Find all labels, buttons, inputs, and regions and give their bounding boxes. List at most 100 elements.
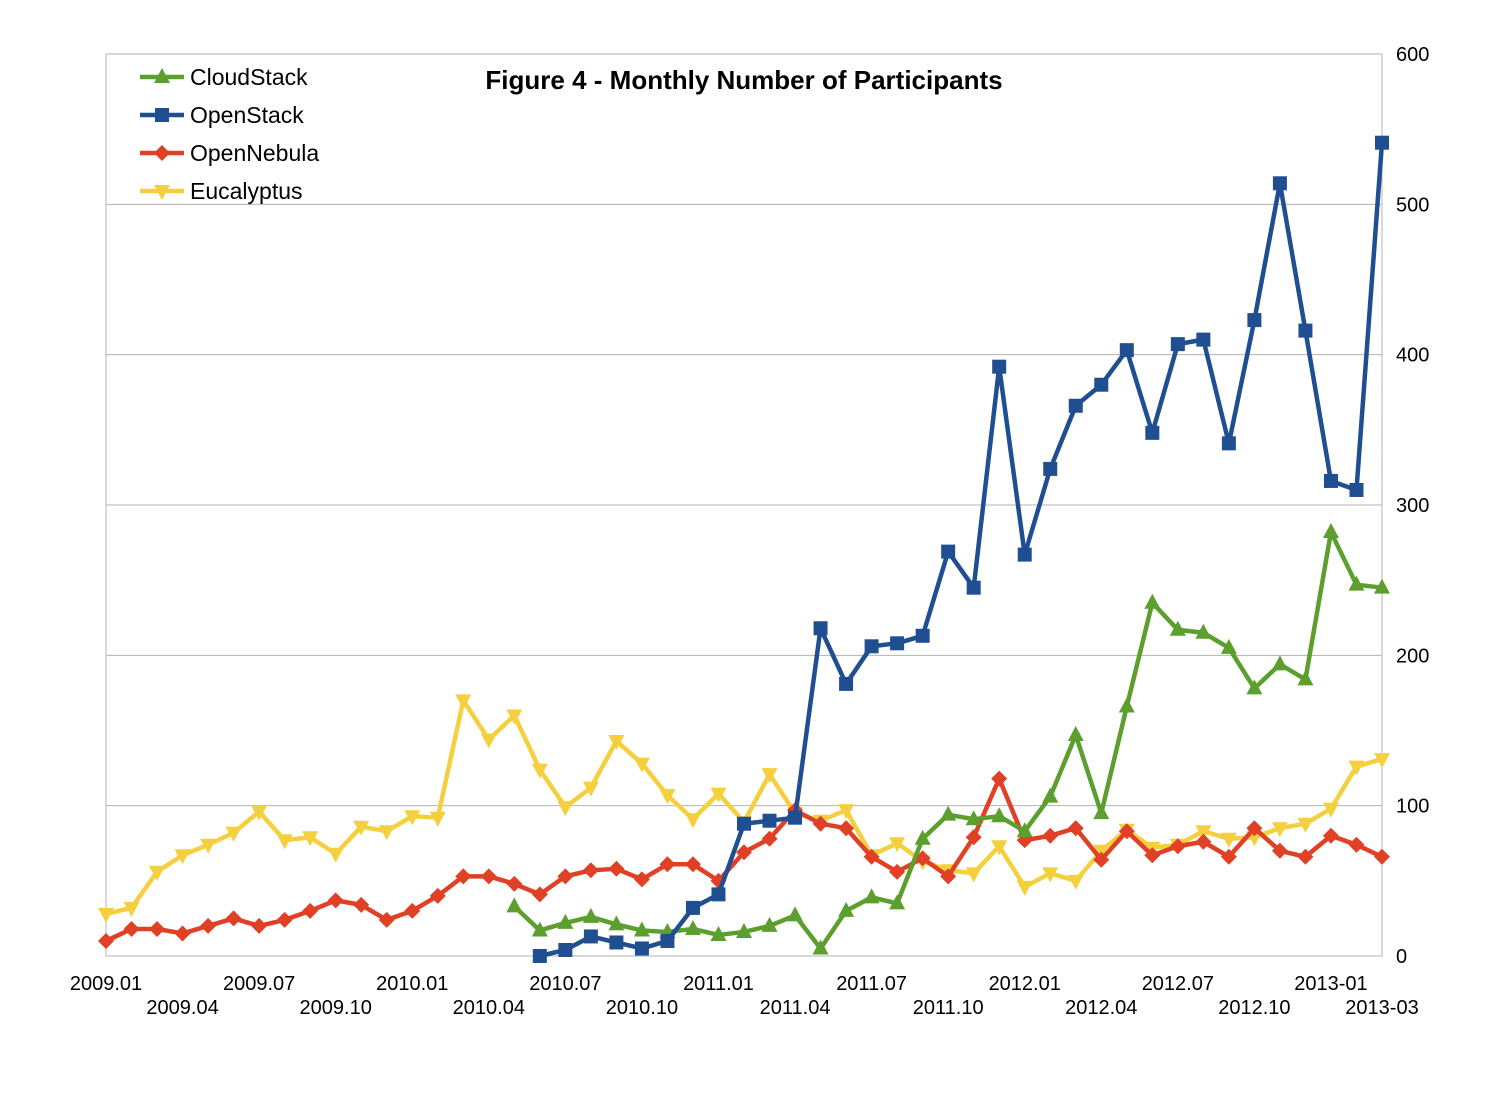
data-point-eucalyptus — [965, 867, 982, 883]
legend-label-eucalyptus: Eucalyptus — [190, 178, 303, 204]
y-tick-label: 400 — [1396, 345, 1429, 367]
x-tick-label: 2012.10 — [1218, 997, 1290, 1019]
data-point-openstack — [1247, 313, 1262, 328]
data-point-opennebula — [276, 911, 293, 928]
data-point-opennebula — [1195, 833, 1212, 850]
data-point-opennebula — [455, 868, 472, 885]
data-point-eucalyptus — [1067, 874, 1084, 890]
x-tick-label: 2010.01 — [376, 973, 448, 995]
data-point-eucalyptus — [327, 847, 344, 863]
data-point-openstack — [1170, 337, 1185, 352]
data-point-cloudstack — [633, 921, 650, 937]
data-point-openstack — [890, 636, 905, 651]
x-tick-label: 2013-03 — [1345, 997, 1418, 1019]
y-tick-label: 600 — [1396, 44, 1429, 66]
data-point-openstack — [1272, 176, 1287, 191]
data-point-eucalyptus — [1322, 802, 1339, 818]
data-point-eucalyptus — [761, 768, 778, 784]
data-point-openstack — [839, 676, 854, 691]
y-tick-label: 0 — [1396, 946, 1407, 968]
data-point-cloudstack — [965, 810, 982, 826]
data-point-opennebula — [531, 886, 548, 903]
data-point-cloudstack — [889, 894, 906, 910]
x-tick-label: 2010.10 — [606, 997, 678, 1019]
data-point-eucalyptus — [404, 810, 421, 826]
data-point-cloudstack — [506, 897, 523, 913]
data-point-opennebula — [608, 860, 625, 877]
data-point-openstack — [532, 949, 547, 963]
data-point-opennebula — [429, 887, 446, 904]
data-point-cloudstack — [608, 915, 625, 931]
data-point-opennebula — [940, 868, 957, 885]
data-point-cloudstack — [736, 922, 752, 938]
data-point-eucalyptus — [174, 849, 191, 865]
data-point-opennebula — [1271, 842, 1288, 859]
data-point-eucalyptus — [225, 826, 242, 842]
data-point-cloudstack — [940, 805, 957, 821]
data-point-openstack — [1196, 332, 1211, 347]
data-point-eucalyptus — [98, 907, 114, 923]
x-tick-label: 2012.07 — [1142, 973, 1214, 995]
data-point-openstack — [1298, 323, 1313, 338]
y-tick-label: 300 — [1396, 495, 1429, 517]
data-point-opennebula — [582, 862, 599, 879]
x-tick-label: 2009.04 — [146, 997, 218, 1019]
data-point-cloudstack — [710, 925, 727, 941]
legend-item-opennebula: OpenNebula — [140, 140, 319, 166]
data-point-cloudstack — [684, 919, 701, 935]
data-point-cloudstack — [1195, 623, 1212, 639]
data-point-eucalyptus — [455, 694, 472, 710]
data-point-openstack — [660, 933, 675, 948]
data-point-opennebula — [149, 920, 166, 937]
data-point-openstack — [992, 359, 1007, 374]
legend-label-openstack: OpenStack — [190, 102, 304, 128]
data-point-cloudstack — [582, 907, 599, 923]
x-tick-label: 2011.07 — [836, 973, 907, 995]
data-point-eucalyptus — [200, 838, 217, 854]
x-tick-label: 2009.07 — [223, 973, 295, 995]
data-point-eucalyptus — [1297, 817, 1314, 833]
data-point-eucalyptus — [276, 834, 293, 850]
data-point-opennebula — [1297, 848, 1314, 865]
data-point-cloudstack — [838, 901, 855, 917]
data-point-opennebula — [302, 902, 319, 919]
data-point-openstack — [737, 816, 751, 831]
data-point-eucalyptus — [302, 831, 319, 847]
legend-marker-openstack — [155, 108, 169, 122]
data-point-cloudstack — [531, 921, 548, 937]
data-point-cloudstack — [1016, 822, 1033, 838]
data-point-eucalyptus — [684, 813, 701, 829]
data-point-opennebula — [1169, 838, 1186, 855]
data-point-cloudstack — [1271, 655, 1288, 671]
data-point-cloudstack — [1297, 670, 1314, 686]
data-point-cloudstack — [787, 906, 804, 922]
x-tick-label: 2012.04 — [1065, 997, 1137, 1019]
data-point-openstack — [864, 639, 879, 654]
y-tick-label: 500 — [1396, 194, 1429, 216]
data-point-cloudstack — [761, 916, 778, 932]
data-point-cloudstack — [1093, 804, 1110, 820]
data-point-openstack — [583, 929, 598, 944]
data-point-openstack — [558, 942, 573, 957]
x-tick-label: 2011.01 — [683, 973, 754, 995]
y-tick-label: 200 — [1396, 645, 1429, 667]
data-point-eucalyptus — [1220, 832, 1237, 848]
data-point-eucalyptus — [251, 805, 268, 821]
data-point-opennebula — [736, 844, 752, 861]
data-point-cloudstack — [1169, 620, 1186, 636]
data-point-openstack — [1043, 461, 1058, 476]
x-tick-label: 2010.07 — [529, 973, 601, 995]
data-point-openstack — [1349, 482, 1364, 497]
x-tick-label: 2011.04 — [760, 997, 831, 1019]
data-point-openstack — [1375, 135, 1389, 150]
data-point-opennebula — [251, 917, 268, 934]
legend: CloudStack OpenStack OpenNebula Eucalyptus — [140, 64, 319, 204]
data-point-cloudstack — [1067, 726, 1084, 742]
data-point-openstack — [966, 580, 981, 595]
data-point-eucalyptus — [149, 865, 166, 881]
data-point-opennebula — [838, 820, 855, 837]
series-openstack — [532, 135, 1389, 963]
data-point-opennebula — [1042, 827, 1059, 844]
data-point-openstack — [762, 813, 777, 828]
